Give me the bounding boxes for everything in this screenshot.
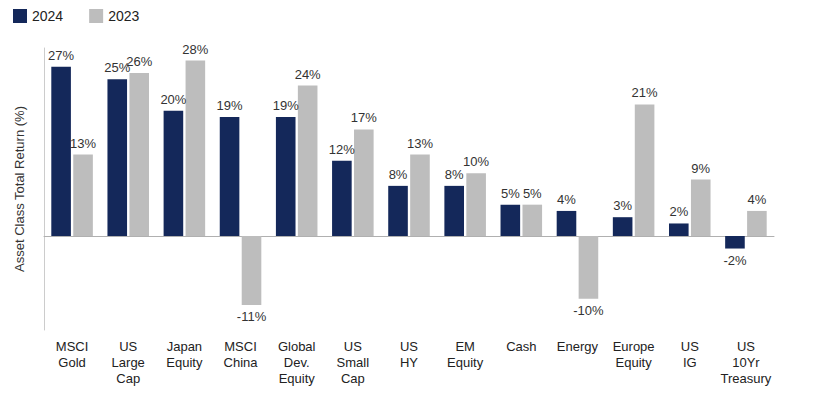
svg-text:Europe: Europe: [613, 339, 655, 354]
svg-text:5%: 5%: [523, 186, 542, 201]
svg-text:Treasury: Treasury: [721, 371, 772, 386]
svg-text:Asset Class Total Return (%): Asset Class Total Return (%): [12, 106, 27, 272]
svg-text:12%: 12%: [329, 142, 355, 157]
svg-text:-11%: -11%: [237, 309, 267, 324]
svg-text:-2%: -2%: [723, 253, 747, 268]
svg-text:3%: 3%: [613, 198, 632, 213]
svg-text:19%: 19%: [217, 98, 243, 113]
svg-text:13%: 13%: [407, 136, 433, 151]
svg-text:IG: IG: [683, 355, 697, 370]
svg-text:US: US: [344, 339, 362, 354]
svg-text:2%: 2%: [669, 204, 688, 219]
svg-text:Dev.: Dev.: [284, 355, 310, 370]
svg-text:21%: 21%: [632, 85, 658, 100]
svg-text:Cap: Cap: [341, 371, 365, 386]
svg-text:US: US: [400, 339, 418, 354]
svg-text:4%: 4%: [748, 192, 767, 207]
svg-text:26%: 26%: [126, 54, 152, 69]
svg-text:Global: Global: [278, 339, 316, 354]
svg-text:MSCI: MSCI: [224, 339, 257, 354]
svg-text:8%: 8%: [445, 167, 464, 182]
svg-text:24%: 24%: [295, 67, 321, 82]
svg-text:2023: 2023: [108, 8, 139, 24]
svg-text:Large: Large: [112, 355, 145, 370]
svg-text:US: US: [119, 339, 137, 354]
svg-text:9%: 9%: [691, 161, 710, 176]
svg-text:10Yr: 10Yr: [732, 355, 760, 370]
svg-text:2024: 2024: [32, 8, 63, 24]
svg-text:Equity: Equity: [279, 371, 316, 386]
svg-text:19%: 19%: [273, 98, 299, 113]
svg-text:Cap: Cap: [116, 371, 140, 386]
svg-text:20%: 20%: [160, 92, 186, 107]
svg-text:Gold: Gold: [58, 355, 85, 370]
svg-text:Energy: Energy: [557, 339, 599, 354]
svg-text:27%: 27%: [48, 48, 74, 63]
svg-text:Japan: Japan: [167, 339, 202, 354]
svg-text:HY: HY: [400, 355, 418, 370]
svg-text:-10%: -10%: [573, 303, 604, 318]
svg-text:Equity: Equity: [166, 355, 203, 370]
svg-text:8%: 8%: [389, 167, 408, 182]
svg-text:Equity: Equity: [616, 355, 653, 370]
svg-text:28%: 28%: [182, 42, 208, 57]
svg-text:10%: 10%: [463, 154, 489, 169]
svg-text:Equity: Equity: [447, 355, 484, 370]
svg-text:US: US: [681, 339, 699, 354]
svg-text:China: China: [224, 355, 259, 370]
svg-text:25%: 25%: [104, 60, 131, 76]
svg-text:US: US: [737, 339, 755, 354]
svg-text:EM: EM: [455, 339, 475, 354]
svg-text:Small: Small: [337, 355, 370, 370]
svg-text:17%: 17%: [351, 110, 377, 125]
svg-text:Cash: Cash: [506, 339, 536, 354]
svg-text:MSCI: MSCI: [56, 339, 89, 354]
svg-text:5%: 5%: [501, 186, 520, 201]
svg-text:4%: 4%: [557, 192, 576, 207]
svg-text:13%: 13%: [70, 136, 96, 151]
